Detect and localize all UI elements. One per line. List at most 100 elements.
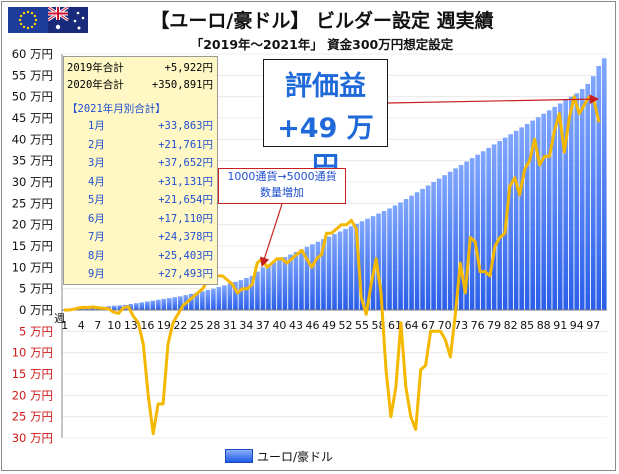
bar <box>233 281 238 310</box>
x-tick-label: 64 <box>405 319 419 332</box>
bar <box>288 254 293 310</box>
y-tick-label: 20 万円 <box>12 218 53 232</box>
x-tick-label: 40 <box>272 319 286 332</box>
lot-increase-note-line2: 数量増加 <box>260 186 304 199</box>
monthly-month: 2月 <box>88 138 105 151</box>
bar <box>541 113 547 310</box>
note-arrow <box>260 203 283 268</box>
legend-label: ユーロ/豪ドル <box>257 449 334 464</box>
bar <box>271 262 277 310</box>
bar <box>392 205 398 310</box>
bar <box>178 296 183 310</box>
bar <box>601 58 607 311</box>
total-2020-label: 2020年合計 <box>67 79 124 91</box>
eu-star <box>22 11 26 15</box>
y-tick-label: 30 万円 <box>12 431 53 445</box>
bar <box>420 188 425 310</box>
x-axis-label: 週 <box>54 312 65 325</box>
x-tick-label: 19 <box>157 319 171 332</box>
bar <box>194 292 200 310</box>
bar <box>530 120 535 310</box>
y-tick-label: 50 万円 <box>12 90 53 104</box>
eu-flag-icon <box>8 7 48 33</box>
bar <box>508 134 513 310</box>
bar <box>117 305 123 310</box>
x-tick-label: 22 <box>173 319 187 332</box>
monthly-value: +27,493円 <box>158 268 213 280</box>
bar <box>359 221 365 310</box>
x-tick-label: 10 <box>107 319 121 332</box>
bar <box>370 216 376 310</box>
bar <box>255 271 260 310</box>
x-tick-label: 52 <box>339 319 353 332</box>
bar <box>167 298 172 310</box>
currency-flags <box>8 7 88 33</box>
bar <box>293 251 299 310</box>
monthly-month: 9月 <box>88 268 105 280</box>
x-tick-label: 13 <box>124 319 138 332</box>
y-tick-label: 45 万円 <box>12 111 53 125</box>
y-tick-label: 20 万円 <box>12 388 53 402</box>
x-tick-label: 79 <box>487 319 501 332</box>
monthly-month: 1月 <box>88 120 105 132</box>
y-tick-label: 5 万円 <box>19 282 53 296</box>
bar <box>425 185 431 310</box>
bar <box>111 305 117 310</box>
bar <box>524 123 530 311</box>
monthly-value: +24,378円 <box>158 231 213 243</box>
bar <box>414 192 420 310</box>
bar <box>189 293 194 310</box>
y-tick-label: 35 万円 <box>12 154 53 168</box>
monthly-value: +21,654円 <box>158 194 213 206</box>
x-tick-label: 43 <box>289 319 303 332</box>
bar <box>299 249 304 310</box>
y-tick-label: 15 万円 <box>12 367 53 381</box>
monthly-value: +33,863円 <box>158 120 213 132</box>
unrealized-profit-label: 評価益 <box>285 71 366 102</box>
eu-stars <box>18 10 38 30</box>
eu-star <box>26 10 30 14</box>
bar <box>326 236 332 310</box>
bar <box>387 208 392 310</box>
profit-arrow <box>387 94 600 104</box>
bar <box>535 117 541 310</box>
bar <box>403 199 409 310</box>
y-tick-label: 15 万円 <box>12 239 53 253</box>
bar <box>128 304 134 310</box>
monthly-month: 5月 <box>88 194 105 206</box>
eu-star <box>34 18 38 22</box>
au-flag-shapes <box>48 7 85 30</box>
bar <box>442 175 447 310</box>
bar <box>343 228 348 310</box>
bar <box>409 195 414 310</box>
bar <box>596 65 602 311</box>
monthly-value: +17,110円 <box>158 212 213 225</box>
bar <box>464 161 469 310</box>
y-tick-label: 30 万円 <box>12 175 53 189</box>
bar <box>332 234 337 310</box>
bar <box>431 182 436 310</box>
monthly-month: 4月 <box>88 175 105 188</box>
legend-swatch <box>225 449 253 463</box>
x-tick-label: 7 <box>94 319 101 332</box>
bar <box>249 275 255 310</box>
x-tick-label: 49 <box>322 319 336 332</box>
bar <box>89 307 95 310</box>
bar <box>145 301 150 310</box>
bar <box>321 239 326 310</box>
bar <box>365 218 370 310</box>
bar <box>354 223 359 310</box>
bar <box>216 286 222 310</box>
x-tick-label: 31 <box>223 319 237 332</box>
monthly-value: +25,403円 <box>158 249 213 262</box>
x-tick-label: 4 <box>78 319 85 332</box>
monthly-value: +37,652円 <box>158 157 213 169</box>
bar <box>469 158 475 310</box>
monthly-month: 7月 <box>88 231 105 243</box>
x-tick-label: 73 <box>454 319 468 332</box>
monthly-month: 3月 <box>88 157 105 169</box>
y-tick-label: 0 万円 <box>19 303 53 317</box>
bar <box>277 259 282 310</box>
bar <box>579 88 585 310</box>
bar <box>447 171 453 310</box>
